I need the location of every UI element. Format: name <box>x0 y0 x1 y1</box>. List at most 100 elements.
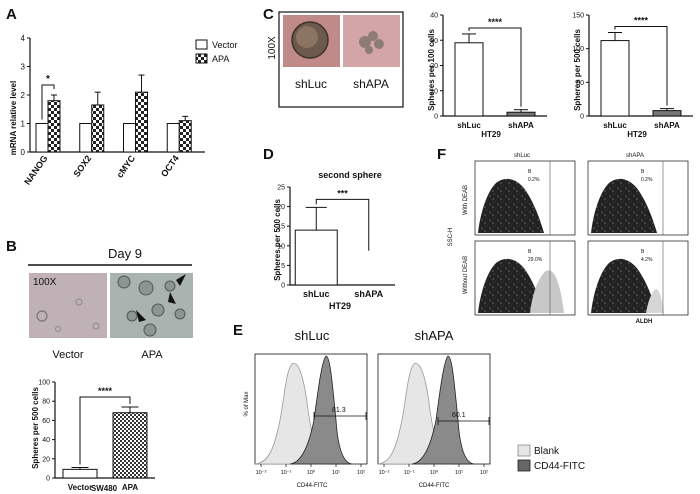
y-tick-label: 80 <box>42 399 50 406</box>
y-tick-label: 15 <box>277 224 285 231</box>
chart-a-svg: 0 1 2 3 4 NANOG SOX2 cMYC OCT4 * mRNA relative le… <box>9 34 238 187</box>
y-tick-label: 40 <box>430 13 438 20</box>
histogram-shapa-cd44 <box>411 355 475 465</box>
panel-a: 0 1 2 3 4 NANOG SOX2 cMYC OCT4 * mRNA relative le… <box>0 0 260 200</box>
panel-c: 100X shLuc shAPA 0 10 20 30 40 shLuc shAPA ****… <box>255 0 700 140</box>
x-tick-label: 10⁻¹ <box>281 470 292 476</box>
bar <box>166 123 180 153</box>
x-tick-label: shLuc <box>303 289 330 299</box>
bar <box>454 42 484 117</box>
chart-c1-ylabel: Spheres per 100 cells <box>427 29 436 111</box>
x-tick-label: cMYC <box>115 153 138 180</box>
panel-label-c: C <box>263 6 274 23</box>
histogram-shluc-cd44 <box>289 355 353 465</box>
flow-gate-name: B <box>641 249 645 255</box>
micrograph-apa <box>110 273 193 338</box>
x-tick-label: shAPA <box>508 121 534 130</box>
x-tick-label: shLuc <box>457 121 481 130</box>
x-tick-label: shLuc <box>603 121 627 130</box>
y-tick-label: 100 <box>38 380 50 387</box>
micrograph-b-left-label: Vector <box>52 349 84 361</box>
chart-d: 0 5 10 15 20 25 shLuc shAPA *** <box>277 185 395 299</box>
panel-e-svg: shLuc shAPA % of Max 81.3 10⁻² 10⁻¹ 10⁰ 10¹… <box>244 328 585 489</box>
micrograph-c-left-label: shLuc <box>295 77 327 91</box>
y-tick-label: 50 <box>576 80 584 87</box>
histogram-e-ylabel: % of Max <box>244 391 250 416</box>
panel-c-svg: 100X shLuc shAPA 0 10 20 30 40 shLuc shAPA ****… <box>267 11 693 139</box>
significance-label: **** <box>488 17 503 27</box>
legend-vector-swatch <box>195 39 208 50</box>
micrograph-shapa <box>343 15 400 67</box>
histogram-shluc-xlabel: CD44-FITC <box>297 483 328 489</box>
x-tick-label: 10⁰ <box>430 469 439 476</box>
bar <box>652 110 682 117</box>
y-tick-label: 40 <box>42 437 50 444</box>
significance-label: *** <box>337 188 348 198</box>
x-tick-label: 10¹ <box>455 470 463 476</box>
y-tick-label: 20 <box>277 204 285 211</box>
panel-label-b: B <box>6 238 17 255</box>
micrograph-c-right-label: shAPA <box>353 77 389 91</box>
y-tick-label: 20 <box>42 456 50 463</box>
panel-b-svg: Day 9 100X Vector APA 0 <box>28 246 193 493</box>
y-tick-label: 60 <box>42 418 50 425</box>
bar <box>600 40 630 117</box>
flow-gate-name: B <box>641 169 645 175</box>
y-tick-label: 25 <box>277 185 285 192</box>
chart-a-ylabel: mRNA relative level <box>9 81 18 155</box>
y-tick-label: 0 <box>46 476 50 483</box>
micrograph-vector <box>29 273 107 338</box>
y-tick-label: 1 <box>21 120 26 129</box>
legend-apa-label: APA <box>212 54 229 64</box>
legend-cd44-label: CD44-FITC <box>534 461 585 472</box>
flow-gate-value-bl: 29.0% <box>528 257 543 263</box>
panel-label-f: F <box>437 146 447 163</box>
x-tick-label: 10¹ <box>332 470 340 476</box>
flow-plot-shluc-without-deab: B 29.0% <box>474 240 576 316</box>
bar <box>294 229 338 286</box>
x-tick-label: shAPA <box>354 289 383 299</box>
flow-gate-value-tr: 0.2% <box>641 177 653 183</box>
bar <box>91 104 105 153</box>
bar <box>35 123 49 153</box>
flow-gate-value-br: 4.2% <box>641 257 653 263</box>
x-tick-label: 10⁻² <box>256 470 267 476</box>
panel-label-a: A <box>6 6 17 23</box>
flow-f-ylabel: SSC-H <box>448 228 454 247</box>
x-tick-label: OCT4 <box>159 153 181 178</box>
y-tick-label: 0 <box>580 114 584 121</box>
panel-label-d: D <box>263 146 274 163</box>
panel-d-svg: second sphere 0 5 10 15 20 25 shLuc shAPA *** Sp… <box>273 170 395 311</box>
histogram-shluc: 81.3 10⁻² 10⁻¹ 10⁰ 10¹ 10² CD44-FITC <box>254 353 368 489</box>
x-tick-label: 10⁻¹ <box>404 470 415 476</box>
x-tick-label: 10² <box>480 470 488 476</box>
flow-f-row-top: With DEAB <box>463 185 469 215</box>
histogram-e-title-left: shLuc <box>295 328 330 343</box>
legend-vector-label: Vector <box>212 40 238 50</box>
arrow-icon <box>176 274 186 286</box>
bar <box>112 412 148 479</box>
significance-label: **** <box>634 16 649 26</box>
chart-c1-xlabel: HT29 <box>481 130 501 139</box>
micrograph-b-right-label: APA <box>141 349 163 361</box>
flow-f-col-left: shLuc <box>514 153 530 159</box>
chart-b-xlabel: SW480 <box>91 484 118 493</box>
flow-plot-shluc-with-deab: B 0.2% <box>474 160 576 236</box>
x-tick-label: 10⁻² <box>379 470 390 476</box>
significance-bracket <box>468 27 522 107</box>
y-tick-label: 3 <box>21 63 26 72</box>
chart-d-title: second sphere <box>318 170 382 180</box>
flow-plot-shapa-with-deab: B 0.2% <box>587 160 689 236</box>
histogram-shapa-gate-value: 60.1 <box>452 412 466 419</box>
micrograph-b-magnification: 100X <box>33 277 57 288</box>
panel-f-svg: shLuc shAPA With DEAB Without DEAB SSC-H… <box>448 153 689 325</box>
panel-d: second sphere 0 5 10 15 20 25 shLuc shAPA *** Sp… <box>255 150 435 311</box>
chart-d-ylabel: Spheres per 500 cells <box>273 199 282 281</box>
y-tick-label: 2 <box>21 91 26 100</box>
histogram-shapa-xlabel: CD44-FITC <box>419 483 450 489</box>
legend-blank-swatch <box>517 444 531 457</box>
flow-f-xlabel: ALDH <box>636 319 653 325</box>
histogram-shluc-gate-value: 81.3 <box>332 407 346 414</box>
chart-b: 0 20 40 60 80 100 Vector APA **** <box>38 380 155 492</box>
chart-b-ylabel: Spheres per 500 cells <box>31 387 40 469</box>
